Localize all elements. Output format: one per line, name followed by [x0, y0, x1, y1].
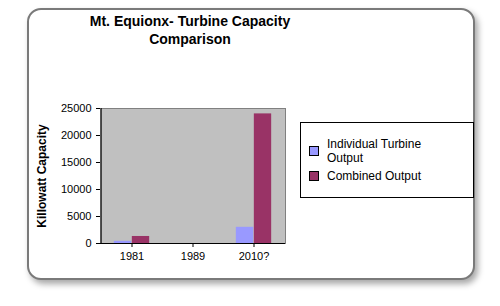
html-text:Killowatt Capacity: Killowatt Capacity [35, 124, 49, 228]
svg-text:15000: 15000 [61, 156, 92, 168]
svg-text:1989: 1989 [181, 250, 205, 262]
html-text:Combined Output: Combined Output [327, 169, 422, 183]
html-text:Individual Turbine Output: Individual Turbine Output [327, 137, 422, 165]
html-text:Mt. Equionx- Turbine Capacity: Mt. Equionx- Turbine Capacity Comparison [89, 13, 291, 47]
svg-text:1981: 1981 [120, 250, 144, 262]
svg-text:2010?: 2010? [239, 250, 270, 262]
svg-text:25000: 25000 [61, 102, 92, 114]
svg-text:0: 0 [85, 237, 91, 249]
svg-text:20000: 20000 [61, 129, 92, 141]
svg-text:5000: 5000 [67, 210, 91, 222]
svg-text:10000: 10000 [61, 183, 92, 195]
